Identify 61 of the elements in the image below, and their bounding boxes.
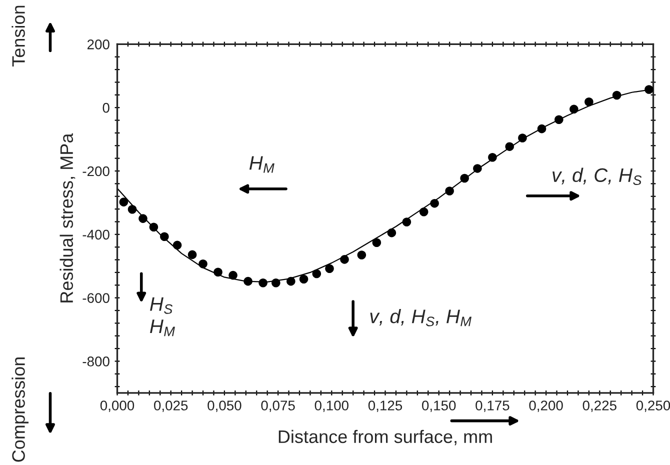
point	[258, 278, 268, 288]
point	[518, 134, 527, 142]
point	[312, 269, 322, 278]
point	[460, 174, 469, 183]
point	[272, 278, 280, 288]
x-tick-label: 0,100	[314, 400, 348, 412]
point	[228, 270, 238, 280]
y-tick-label: 200	[87, 40, 110, 50]
point	[149, 222, 158, 232]
point	[612, 90, 622, 100]
x-tick-label: 0,175	[476, 400, 510, 412]
point	[188, 250, 197, 260]
point	[644, 85, 654, 94]
text: Compression	[12, 357, 29, 462]
x-tick-label: 0,075	[261, 400, 295, 412]
x-tick-label: 0,200	[529, 400, 563, 412]
point	[473, 164, 482, 173]
annotation: v, d, H$_{S}$, H$_{M}$	[370, 308, 472, 326]
x-tick-label: 0,000	[100, 400, 134, 412]
point	[172, 240, 182, 250]
y-tick-label: 0	[102, 102, 110, 113]
x-tick-label: 0,025	[154, 400, 188, 412]
y-tick-label: -200	[82, 166, 110, 176]
text: Tension	[12, 6, 25, 66]
point	[128, 204, 137, 214]
point	[286, 276, 296, 286]
y-tick-label: -400	[82, 230, 110, 240]
x-tick-label: 0,125	[368, 400, 402, 412]
x-tick-label: 0,150	[422, 400, 456, 412]
point	[402, 218, 412, 226]
point	[138, 214, 148, 223]
point	[445, 186, 454, 196]
y-tick-label: -600	[82, 293, 110, 303]
y-axis-title: Residual stress, MPa	[60, 133, 76, 302]
point	[488, 152, 497, 162]
x-axis-title: Distance from surface, mm	[278, 430, 492, 446]
point	[584, 97, 594, 106]
point	[198, 259, 208, 268]
point	[372, 238, 382, 248]
point	[325, 264, 334, 274]
annotation: H$_{M}$	[249, 156, 274, 173]
point	[570, 104, 578, 114]
point	[387, 228, 396, 238]
x-tick-label: 0,050	[208, 400, 242, 412]
point	[244, 276, 252, 286]
x-tick-label: 0,250	[636, 400, 670, 412]
point	[160, 232, 169, 242]
x-tick-label: 0,225	[582, 400, 616, 412]
point	[554, 115, 564, 124]
annotation: H$_{S}$ H$_{M}$	[150, 297, 175, 336]
point	[214, 268, 222, 277]
annotation: v, d, C, H$_{S}$	[552, 168, 642, 186]
point	[419, 208, 428, 216]
point	[119, 198, 128, 206]
point	[299, 274, 308, 284]
point	[537, 124, 546, 134]
y-tick-label: -800	[82, 356, 110, 366]
point	[505, 142, 514, 151]
point	[430, 198, 439, 208]
point	[357, 250, 366, 260]
point	[340, 255, 349, 264]
